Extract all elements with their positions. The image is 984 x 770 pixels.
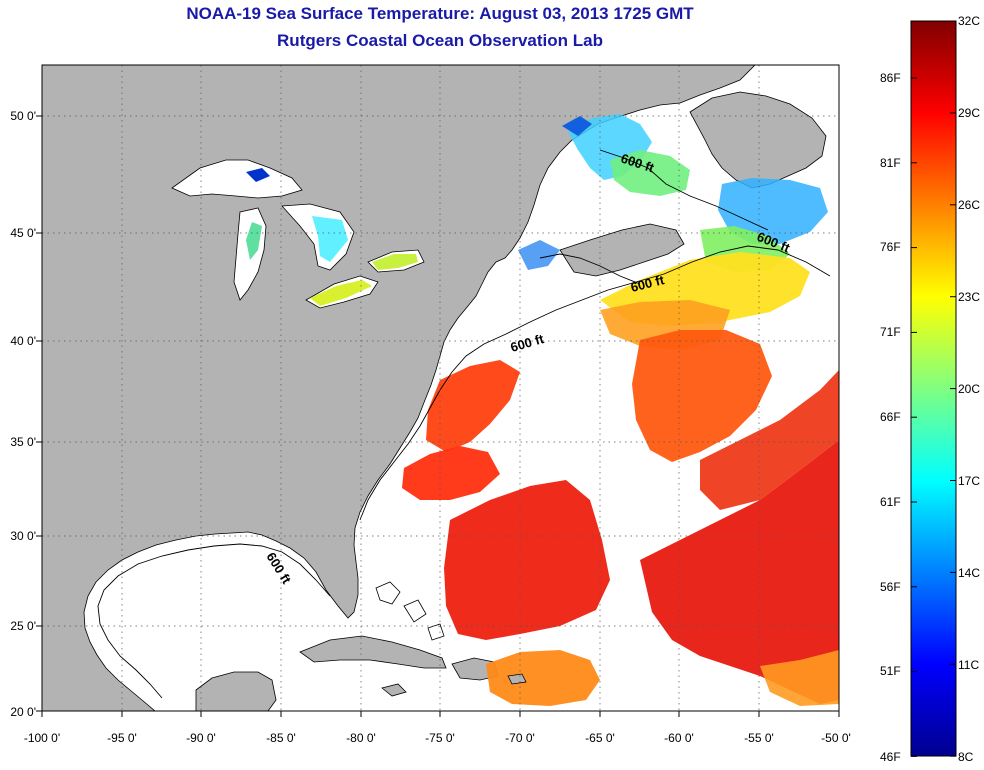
land-cuba	[299, 635, 447, 669]
cb-fahrenheit-label: 81F	[880, 156, 901, 170]
lat-tick-label: 35 0'	[10, 435, 36, 449]
cb-celsius-label: 11C	[958, 658, 980, 672]
lon-tick-label: -80 0'	[346, 731, 376, 745]
isobath-600ft-stlawrence	[599, 149, 769, 231]
isobath-600ft-maine	[539, 253, 641, 285]
mid-atlantic-sst	[632, 330, 772, 462]
lake-ontario-sst	[372, 254, 418, 270]
lon-tick-label: -95 0'	[107, 731, 137, 745]
cb-celsius-label: 23C	[958, 290, 981, 304]
cb-fahrenheit-label: 51F	[880, 664, 901, 678]
lat-tick-label: 40 0'	[10, 334, 36, 348]
cb-celsius-label: 26C	[958, 198, 981, 212]
stlawrence-sst-green	[610, 150, 690, 196]
map-layers	[42, 65, 839, 711]
bahamas-outline	[375, 581, 445, 641]
colorbar-ticks	[911, 20, 956, 757]
cb-fahrenheit-label: 61F	[880, 495, 901, 509]
caribbean-sst	[486, 650, 600, 706]
lat-tick-label: 45 0'	[10, 226, 36, 240]
cb-fahrenheit-label: 46F	[880, 750, 901, 764]
east-atlantic-sst	[640, 440, 839, 704]
lon-tick-label: -60 0'	[664, 731, 694, 745]
lake-huron-sst	[312, 216, 348, 262]
lon-tick-label: -100 0'	[24, 731, 60, 745]
cb-fahrenheit-label: 76F	[880, 240, 901, 254]
isobath-600ft-gulf	[97, 543, 331, 699]
lat-tick-label: 20 0'	[10, 705, 36, 719]
lat-tick-label: 30 0'	[10, 529, 36, 543]
cb-fahrenheit-label: 86F	[880, 71, 901, 85]
cb-celsius-label: 17C	[958, 474, 981, 488]
jamaica-outline	[381, 683, 407, 697]
cb-celsius-label: 8C	[958, 750, 974, 764]
lat-tick-label: 25 0'	[10, 619, 36, 633]
lon-tick-label: -55 0'	[744, 731, 774, 745]
lon-tick-label: -75 0'	[425, 731, 455, 745]
land-yucatan	[195, 671, 277, 711]
lake-michigan-sst	[246, 222, 262, 260]
isobath-600ft-east	[359, 245, 831, 521]
cb-celsius-label: 32C	[958, 14, 981, 28]
grand-banks-sst	[718, 178, 828, 244]
cb-fahrenheit-label: 71F	[880, 325, 901, 339]
lon-tick-labels: -100 0' -95 0' -90 0' -85 0' -80 0' -75 …	[24, 731, 851, 745]
lake-superior	[171, 159, 303, 199]
lat-tick-label: 50 0'	[10, 109, 36, 123]
cb-celsius-label: 14C	[958, 566, 981, 580]
lon-tick-label: -70 0'	[505, 731, 535, 745]
cb-fahrenheit-label: 66F	[880, 410, 901, 424]
map-ticks	[36, 115, 840, 717]
lat-tick-labels: 50 0' 45 0' 40 0' 35 0' 30 0' 25 0' 20 0…	[10, 109, 36, 719]
lake-erie-sst	[310, 280, 372, 306]
cb-celsius-label: 29C	[958, 106, 981, 120]
land-north-america	[42, 65, 756, 711]
east-atlantic-sst-2	[700, 370, 839, 510]
carolina-sst	[402, 446, 500, 500]
lon-tick-label: -65 0'	[585, 731, 615, 745]
southeast-orange-sst	[760, 650, 839, 706]
land-nova-scotia	[559, 223, 685, 277]
cb-fahrenheit-label: 56F	[880, 580, 901, 594]
lon-tick-label: -50 0'	[821, 731, 851, 745]
lon-tick-label: -90 0'	[186, 731, 216, 745]
gulf-maine-sst	[518, 240, 560, 270]
puerto-rico-outline	[507, 673, 527, 685]
sargasso-sst	[444, 480, 610, 640]
cb-celsius-label: 20C	[958, 382, 981, 396]
stlawrence-sst-blue	[562, 116, 592, 136]
chart-title: NOAA-19 Sea Surface Temperature: August …	[186, 4, 694, 23]
lon-tick-label: -85 0'	[266, 731, 296, 745]
lake-superior-sst	[246, 168, 270, 182]
chart-subtitle: Rutgers Coastal Ocean Observation Lab	[277, 31, 603, 50]
gulf-stream-sst	[426, 360, 520, 452]
colorbar-scale	[910, 20, 957, 757]
